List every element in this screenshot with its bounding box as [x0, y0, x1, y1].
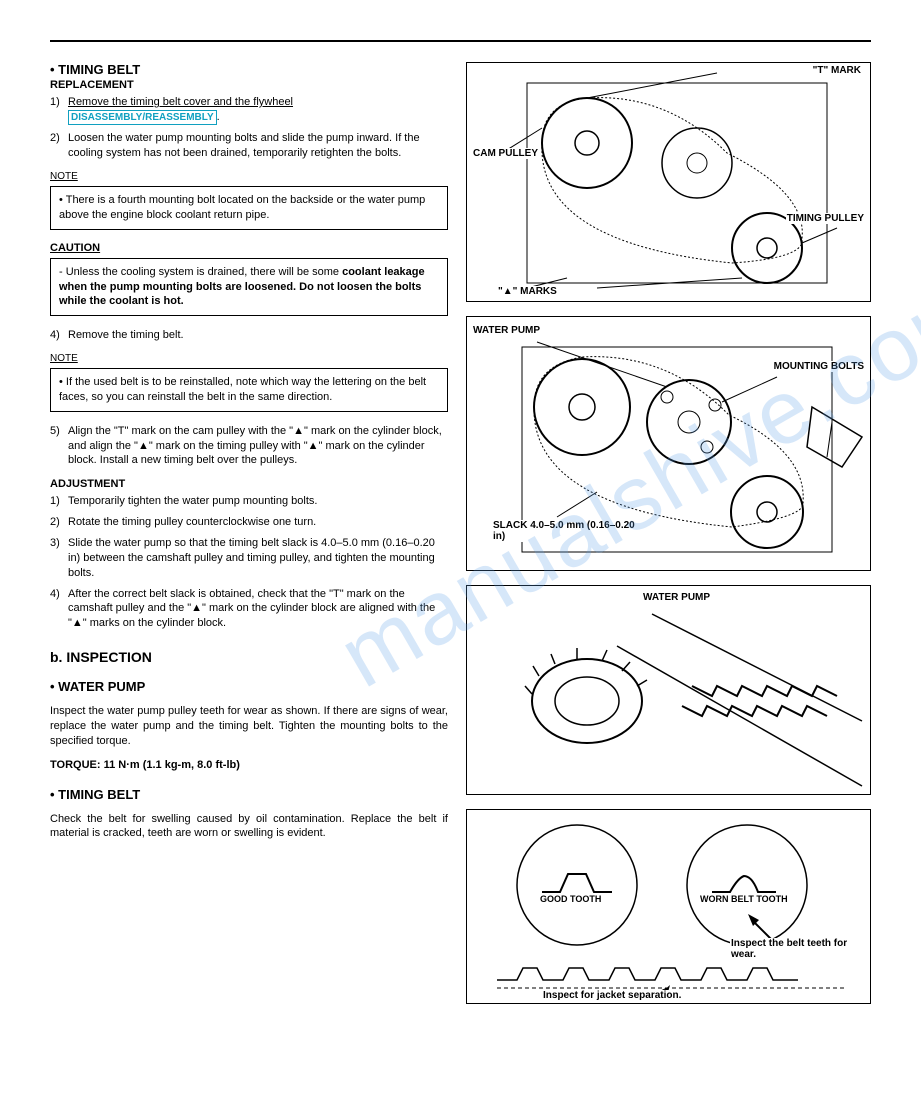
adj-step-2: 2) Rotate the timing pulley counterclock…: [50, 515, 448, 530]
adj-step-3: 3) Slide the water pump so that the timi…: [50, 536, 448, 581]
step-body: Remove the timing belt cover and the fly…: [68, 95, 448, 125]
label-inspect-teeth: Inspect the belt teeth for wear.: [730, 938, 865, 960]
step-body: Remove the timing belt.: [68, 328, 448, 343]
diagram-svg: [467, 810, 871, 1004]
step-5: 5) Align the "T" mark on the cam pulley …: [50, 424, 448, 469]
adj-step-4: 4) After the correct belt slack is obtai…: [50, 587, 448, 632]
subtitle-adjustment: ADJUSTMENT: [50, 478, 448, 490]
adj-step-1: 1) Temporarily tighten the water pump mo…: [50, 494, 448, 509]
caution-label: CAUTION: [50, 242, 448, 254]
water-pump-para: Inspect the water pump pulley teeth for …: [50, 704, 448, 749]
page-content: • TIMING BELT REPLACEMENT 1) Remove the …: [50, 62, 871, 1018]
label-timing-pulley: TIMING PULLEY: [786, 213, 865, 224]
note-text: If the used belt is to be reinstalled, n…: [59, 375, 439, 405]
section-b-title: b. INSPECTION: [50, 649, 448, 665]
step-number: 4): [50, 328, 68, 343]
step-body: Slide the water pump so that the timing …: [68, 536, 448, 581]
step-number: 1): [50, 95, 68, 125]
label-water-pump-3: WATER PUMP: [642, 592, 711, 603]
note-label: NOTE: [50, 171, 448, 182]
step-body: Rotate the timing pulley counterclockwis…: [68, 515, 448, 530]
diagram-column: "T" MARK CAM PULLEY TIMING PULLEY "▲" MA…: [466, 62, 871, 1018]
subtitle-replacement: REPLACEMENT: [50, 79, 448, 91]
label-a-marks: "▲" MARKS: [497, 286, 558, 297]
step-number: 1): [50, 494, 68, 509]
step-number: 4): [50, 587, 68, 632]
label-cam-pulley: CAM PULLEY: [472, 148, 539, 159]
heading-water-pump: • WATER PUMP: [50, 679, 448, 694]
label-t-mark: "T" MARK: [812, 65, 862, 76]
step-number: 5): [50, 424, 68, 469]
diagram-pump-teeth: WATER PUMP: [466, 585, 871, 795]
step-body: Loosen the water pump mounting bolts and…: [68, 131, 448, 161]
diagram-svg: [467, 586, 871, 795]
timing-belt-para: Check the belt for swelling caused by oi…: [50, 812, 448, 842]
label-slack: SLACK 4.0–5.0 mm (0.16–0.20 in): [492, 520, 637, 542]
diagram-timing-marks: "T" MARK CAM PULLEY TIMING PULLEY "▲" MA…: [466, 62, 871, 302]
page-top-rule: [50, 40, 871, 42]
label-inspect-jacket: Inspect for jacket separation.: [542, 990, 682, 1001]
step-body: Align the "T" mark on the cam pulley wit…: [68, 424, 448, 469]
caution-lead: -: [59, 266, 66, 278]
section-title-timing-belt: • TIMING BELT: [50, 62, 448, 77]
torque-spec: TORQUE: 11 N·m (1.1 kg-m, 8.0 ft-lb): [50, 759, 448, 771]
step-number: 3): [50, 536, 68, 581]
step-1: 1) Remove the timing belt cover and the …: [50, 95, 448, 125]
label-mounting-bolts: MOUNTING BOLTS: [773, 361, 865, 372]
step-4: 4) Remove the timing belt.: [50, 328, 448, 343]
step-number: 2): [50, 515, 68, 530]
note-box-2: If the used belt is to be reinstalled, n…: [50, 368, 448, 412]
text-column: • TIMING BELT REPLACEMENT 1) Remove the …: [50, 62, 448, 1018]
diagram-svg: [467, 63, 871, 302]
step1-lead: Remove the timing belt cover and the fly…: [68, 96, 293, 108]
label-good-tooth: GOOD TOOTH: [539, 895, 602, 905]
step-number: 2): [50, 131, 68, 161]
label-worn-tooth: WORN BELT TOOTH: [699, 895, 789, 905]
diagram-tooth-inspection: GOOD TOOTH WORN BELT TOOTH Inspect the b…: [466, 809, 871, 1004]
heading-timing-belt: • TIMING BELT: [50, 787, 448, 802]
note-label: NOTE: [50, 353, 448, 364]
step-body: Temporarily tighten the water pump mount…: [68, 494, 448, 509]
caution-box: - Unless the cooling system is drained, …: [50, 258, 448, 317]
xref-disassembly[interactable]: DISASSEMBLY/REASSEMBLY: [68, 110, 217, 126]
dot: .: [217, 111, 220, 123]
note-box-1: There is a fourth mounting bolt located …: [50, 186, 448, 230]
step-body: After the correct belt slack is obtained…: [68, 587, 448, 632]
label-water-pump: WATER PUMP: [472, 325, 541, 336]
diagram-water-pump-slack: WATER PUMP MOUNTING BOLTS SLACK 4.0–5.0 …: [466, 316, 871, 571]
note-text: There is a fourth mounting bolt located …: [59, 193, 439, 223]
step-2: 2) Loosen the water pump mounting bolts …: [50, 131, 448, 161]
caution-normal: Unless the cooling system is drained, th…: [66, 266, 342, 278]
